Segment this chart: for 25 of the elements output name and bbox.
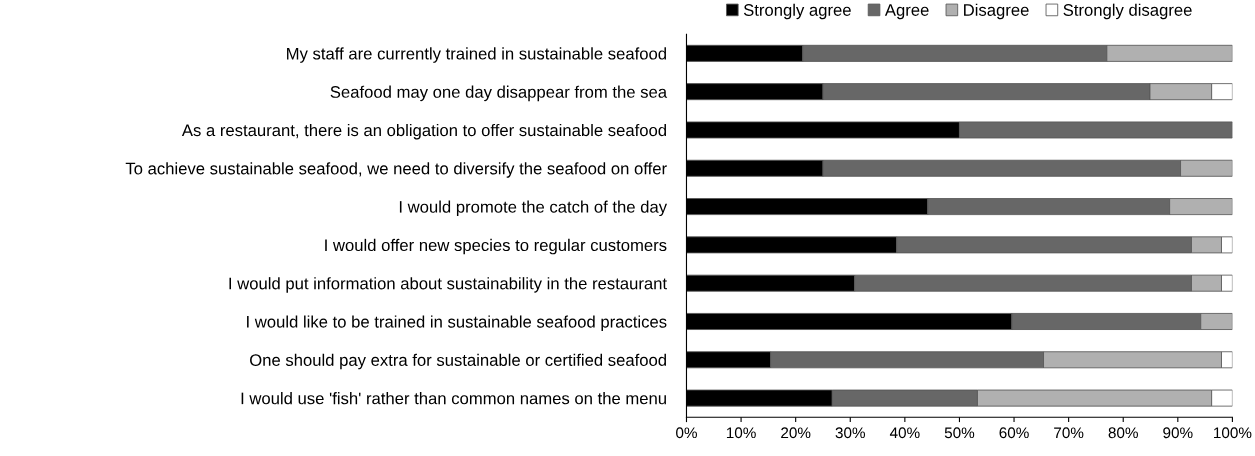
x-tick-label: 80% — [1108, 427, 1138, 439]
legend-label: Disagree — [964, 3, 1029, 20]
y-tick-label: I would put information about sustainability in the restaurant — [229, 277, 667, 293]
x-tick-label: 20% — [781, 427, 811, 439]
x-tick-label: 30% — [835, 427, 866, 439]
legend-label: Agree — [884, 4, 929, 20]
y-tick-label: My staff are currently trained in sustainable seafood — [287, 47, 666, 63]
x-tick-label: 70% — [1054, 427, 1084, 439]
x-tick-label: 40% — [889, 427, 920, 439]
y-tick-label: To achieve sustainable seafood, we need to diversify the seafood on offer — [125, 162, 667, 178]
x-tick-label: 90% — [1163, 427, 1193, 439]
x-tick-label: 100% — [1214, 427, 1252, 439]
x-tick-label: 50% — [944, 427, 975, 439]
y-tick-label: I would offer new species to regular customers — [325, 238, 667, 255]
x-tick-label: 10% — [726, 427, 756, 439]
y-tick-label: One should pay extra for sustainable or certified seafood — [250, 353, 666, 370]
y-tick-label: Seafood may one day disappear from the sea — [330, 85, 668, 102]
y-tick-label: I would like to be trained in sustainable seafood practices — [247, 315, 667, 331]
y-tick-label: I would promote the catch of the day — [399, 200, 668, 217]
y-tick-label: As a restaurant, there is an obligation to offer sustainable seafood — [181, 123, 666, 140]
x-tick-label: 60% — [999, 427, 1029, 439]
legend-label: Strongly disagree — [1063, 3, 1192, 20]
y-tick-label: I would use 'fish' rather than common names on the menu — [241, 392, 666, 405]
legend-label: Strongly agree — [743, 3, 851, 20]
x-tick-label: 0% — [676, 427, 697, 439]
